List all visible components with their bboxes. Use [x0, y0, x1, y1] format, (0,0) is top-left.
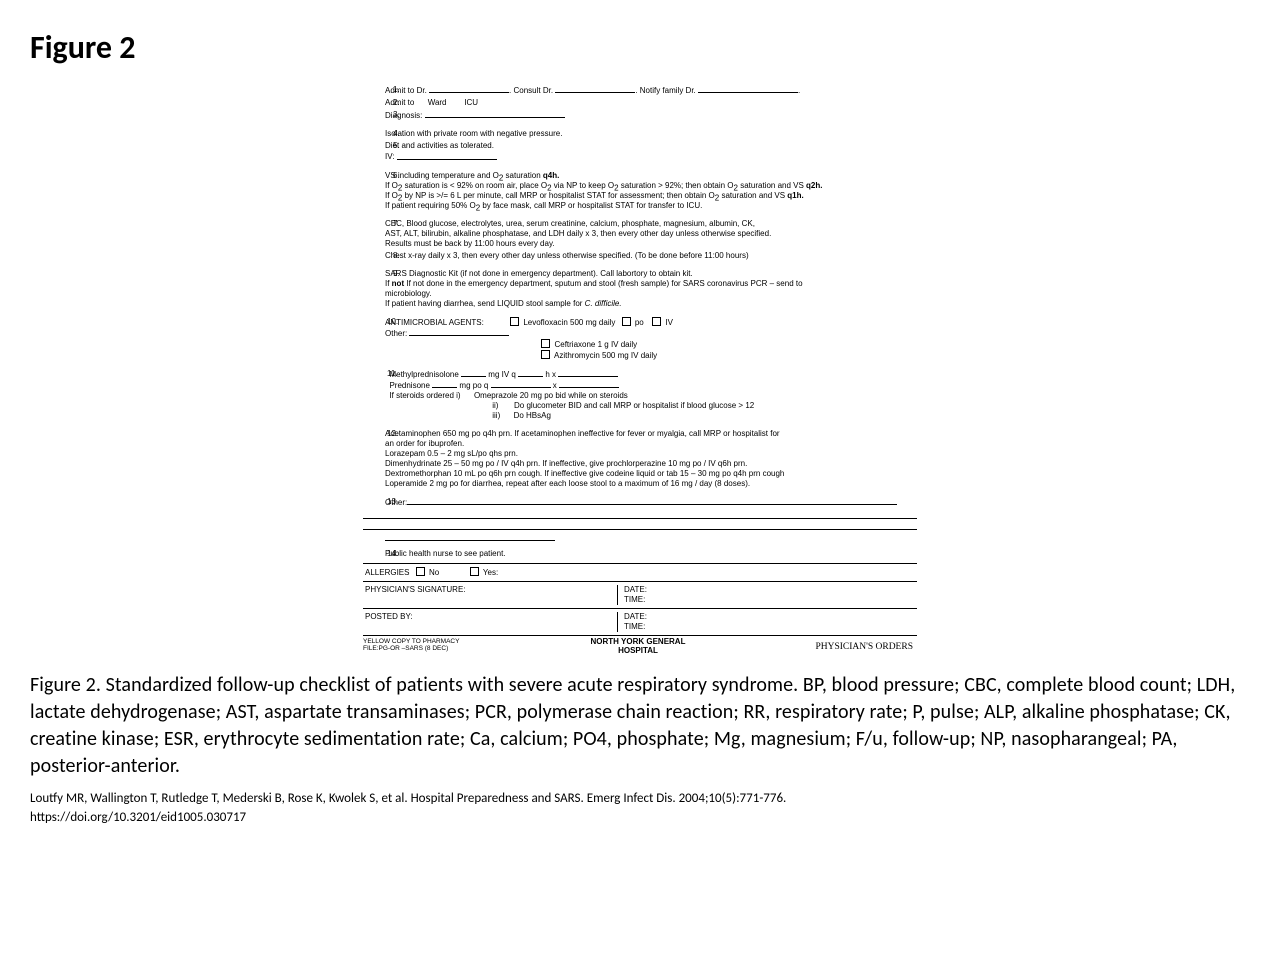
item-10: 10. ANTIMICROBIAL AGENTS: Levofloxacin 5…	[385, 317, 917, 361]
antimicrobial-label: ANTIMICROBIAL AGENTS:	[385, 318, 484, 327]
iv-label: IV:	[385, 153, 394, 162]
figure-title: Figure 2	[30, 28, 1250, 67]
citation-line1: Loutfy MR, Wallington T, Rutledge T, Med…	[30, 791, 786, 806]
admit-to-label: Admit to	[385, 98, 414, 107]
item-8: 8. Chest x-ray daily x 3, then every oth…	[385, 251, 917, 261]
checkbox-icon	[416, 567, 425, 576]
allergies-row: ALLERGIES No Yes:	[363, 563, 917, 581]
ward-option: Ward	[428, 98, 447, 107]
checkbox-icon	[652, 317, 661, 326]
checkbox-icon	[622, 317, 631, 326]
citation-line2: https://doi.org/10.3201/eid1005.030717	[30, 810, 246, 825]
page: Figure 2 1. Admit to Dr. . Consult Dr. .…	[0, 0, 1280, 960]
form-image: 1. Admit to Dr. . Consult Dr. . Notify f…	[357, 81, 923, 660]
item-7: 7. CBC, Blood glucose, electrolytes, ure…	[385, 219, 917, 249]
item-1: 1. Admit to Dr. . Consult Dr. . Notify f…	[385, 85, 917, 96]
item-5: 5. Diet and activities as tolerated. IV:	[385, 141, 917, 162]
checkbox-icon	[510, 317, 519, 326]
citation: Loutfy MR, Wallington T, Rutledge T, Med…	[30, 790, 1250, 828]
form-footer: YELLOW COPY TO PHARMACY FILE:PG-OR –SARS…	[363, 635, 917, 656]
item-3: 3. Diagnosis:	[385, 110, 917, 121]
checkbox-icon	[541, 350, 550, 359]
checkbox-icon	[470, 567, 479, 576]
other-label: Other:	[385, 329, 407, 338]
item-12: 12. Acetaminophen 650 mg po q4h prn. If …	[385, 429, 917, 489]
item-4: 4. Isolation with private room with nega…	[385, 129, 917, 139]
posted-row: POSTED BY: DATE: TIME:	[363, 608, 917, 635]
item-13: 13. Other:	[385, 497, 917, 541]
icu-option: ICU	[464, 98, 478, 107]
isolation-text: Isolation with private room with negativ…	[385, 129, 562, 138]
form-body: 1. Admit to Dr. . Consult Dr. . Notify f…	[357, 81, 923, 660]
vs-a: VS including temperature and O	[385, 171, 499, 180]
item-11: 11. Methylprednisolone mg IV q h x Predn…	[385, 369, 917, 421]
notify-dr-label: Notify family Dr.	[640, 86, 696, 95]
signature-row: PHYSICIAN'S SIGNATURE: DATE: TIME:	[363, 581, 917, 608]
item-14: 14. Public health nurse to see patient.	[385, 549, 917, 559]
item-6: 6. VS including temperature and O2 satur…	[385, 171, 917, 211]
figure-caption: Figure 2. Standardized follow-up checkli…	[30, 672, 1250, 780]
admit-dr-label: Admit to Dr.	[385, 86, 427, 95]
item-2: 2. Admit to Ward ICU	[385, 98, 917, 108]
diagnosis-label: Diagnosis:	[385, 111, 422, 120]
checkbox-icon	[541, 339, 550, 348]
consult-dr-label: Consult Dr.	[513, 86, 553, 95]
item-9: 9. SARS Diagnostic Kit (if not done in e…	[385, 269, 917, 309]
diet-text: Diet and activities as tolerated.	[385, 141, 494, 150]
